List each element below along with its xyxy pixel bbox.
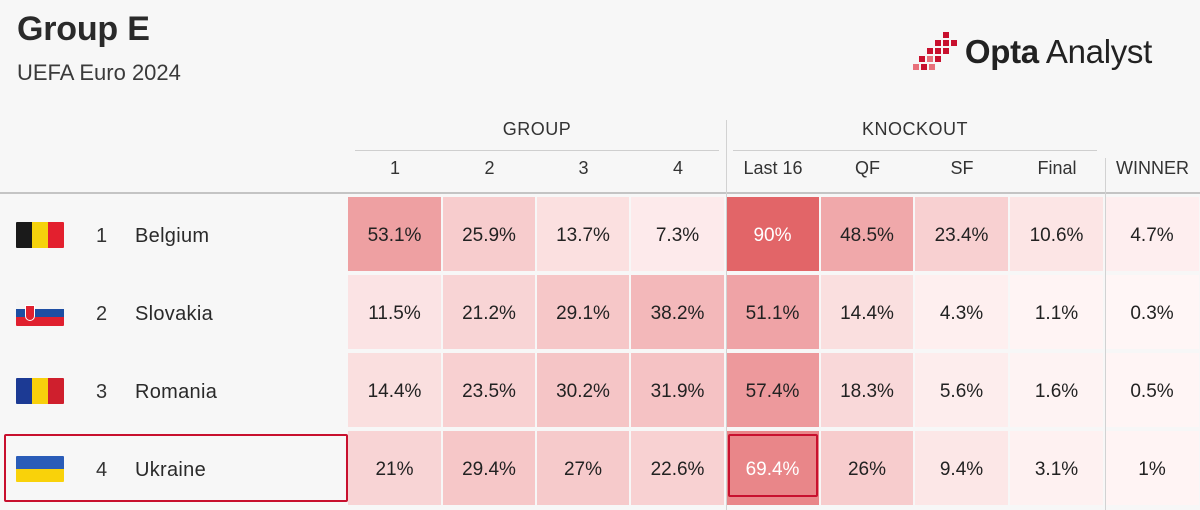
probability-cell-romania-qf: 18.3% — [821, 353, 913, 427]
probability-cell-slovakia-qf: 14.4% — [821, 275, 913, 349]
team-name: Belgium — [135, 225, 210, 247]
knockout-section-divider — [733, 150, 1097, 151]
column-header-2: 2 — [484, 158, 495, 178]
probability-cell-romania-3: 30.2% — [537, 353, 629, 427]
winner-column-separator — [1105, 158, 1106, 510]
probability-cell-belgium-3: 13.7% — [537, 197, 629, 271]
team-rank: 4 — [96, 459, 108, 481]
probability-cell-slovakia-2: 21.2% — [443, 275, 535, 349]
slovakia-flag-icon — [16, 300, 64, 326]
probability-cell-romania-last-16: 57.4% — [726, 353, 819, 427]
team-row-belgium: 1 Belgium — [0, 197, 345, 271]
column-header-winner: WINNER — [1116, 158, 1189, 178]
column-header-1: 1 — [389, 158, 400, 178]
probability-cell-belgium-final: 10.6% — [1010, 197, 1103, 271]
probability-cell-slovakia-winner: 0.3% — [1105, 275, 1199, 349]
knockout-column-separator — [726, 120, 727, 510]
highlight-box-cell — [728, 434, 818, 497]
probability-cell-slovakia-last-16: 51.1% — [726, 275, 819, 349]
column-header-3: 3 — [578, 158, 589, 178]
knockout-section-label: KNOCKOUT — [861, 119, 968, 139]
probability-cell-ukraine-final: 3.1% — [1010, 431, 1103, 505]
probability-cell-ukraine-qf: 26% — [821, 431, 913, 505]
probability-cell-ukraine-1: 21% — [348, 431, 441, 505]
probability-cell-belgium-last-16: 90% — [726, 197, 819, 271]
page-subtitle: UEFA Euro 2024 — [17, 60, 181, 85]
column-header-last-16: Last 16 — [743, 158, 803, 178]
column-header-final: Final — [1037, 158, 1077, 178]
column-header-4: 4 — [672, 158, 683, 178]
probability-cell-ukraine-3: 27% — [537, 431, 629, 505]
probability-cell-belgium-1: 53.1% — [348, 197, 441, 271]
team-rank: 1 — [96, 225, 108, 247]
probability-cell-ukraine-4: 22.6% — [631, 431, 724, 505]
highlight-box-team — [4, 434, 348, 502]
ukraine-flag-icon — [16, 456, 64, 482]
opta-analyst-logo: Opta Analyst — [912, 30, 1152, 74]
page-title: Group E — [17, 10, 150, 48]
team-row-romania: 3 Romania — [0, 353, 345, 427]
probability-cell-slovakia-sf: 4.3% — [915, 275, 1008, 349]
belgium-flag-icon — [16, 222, 64, 248]
group-section-divider — [355, 150, 719, 151]
team-name: Romania — [135, 381, 218, 403]
probability-cell-romania-final: 1.6% — [1010, 353, 1103, 427]
opta-logo-text: Opta Analyst — [964, 33, 1152, 70]
probability-cell-belgium-2: 25.9% — [443, 197, 535, 271]
probability-cell-romania-winner: 0.5% — [1105, 353, 1199, 427]
probability-cell-romania-sf: 5.6% — [915, 353, 1008, 427]
column-header-sf: SF — [950, 158, 974, 178]
team-name: Slovakia — [135, 303, 213, 325]
probability-cell-slovakia-final: 1.1% — [1010, 275, 1103, 349]
group-section-label: GROUP — [502, 119, 572, 139]
probability-cell-ukraine-winner: 1% — [1105, 431, 1199, 505]
probability-cell-belgium-winner: 4.7% — [1105, 197, 1199, 271]
probability-cell-ukraine-last-16: 69.4% — [726, 431, 819, 505]
probability-cell-slovakia-3: 29.1% — [537, 275, 629, 349]
probability-cell-belgium-qf: 48.5% — [821, 197, 913, 271]
probability-cell-ukraine-2: 29.4% — [443, 431, 535, 505]
opta-logo-icon — [912, 32, 957, 70]
probability-cell-slovakia-1: 11.5% — [348, 275, 441, 349]
probability-cell-romania-1: 14.4% — [348, 353, 441, 427]
probability-cell-ukraine-sf: 9.4% — [915, 431, 1008, 505]
team-name: Ukraine — [135, 459, 207, 481]
column-header-qf: QF — [855, 158, 880, 178]
probability-cell-belgium-4: 7.3% — [631, 197, 724, 271]
header-bottom-rule — [0, 192, 1200, 194]
probability-cell-belgium-sf: 23.4% — [915, 197, 1008, 271]
team-rank: 3 — [96, 381, 108, 403]
probability-cell-romania-2: 23.5% — [443, 353, 535, 427]
probability-cell-slovakia-4: 38.2% — [631, 275, 724, 349]
romania-flag-icon — [16, 378, 64, 404]
slovakia-emblem-icon — [25, 305, 35, 321]
team-row-ukraine: 4 Ukraine — [0, 431, 345, 505]
probability-cell-romania-4: 31.9% — [631, 353, 724, 427]
team-rank: 2 — [96, 303, 108, 325]
team-row-slovakia: 2 Slovakia — [0, 275, 345, 349]
